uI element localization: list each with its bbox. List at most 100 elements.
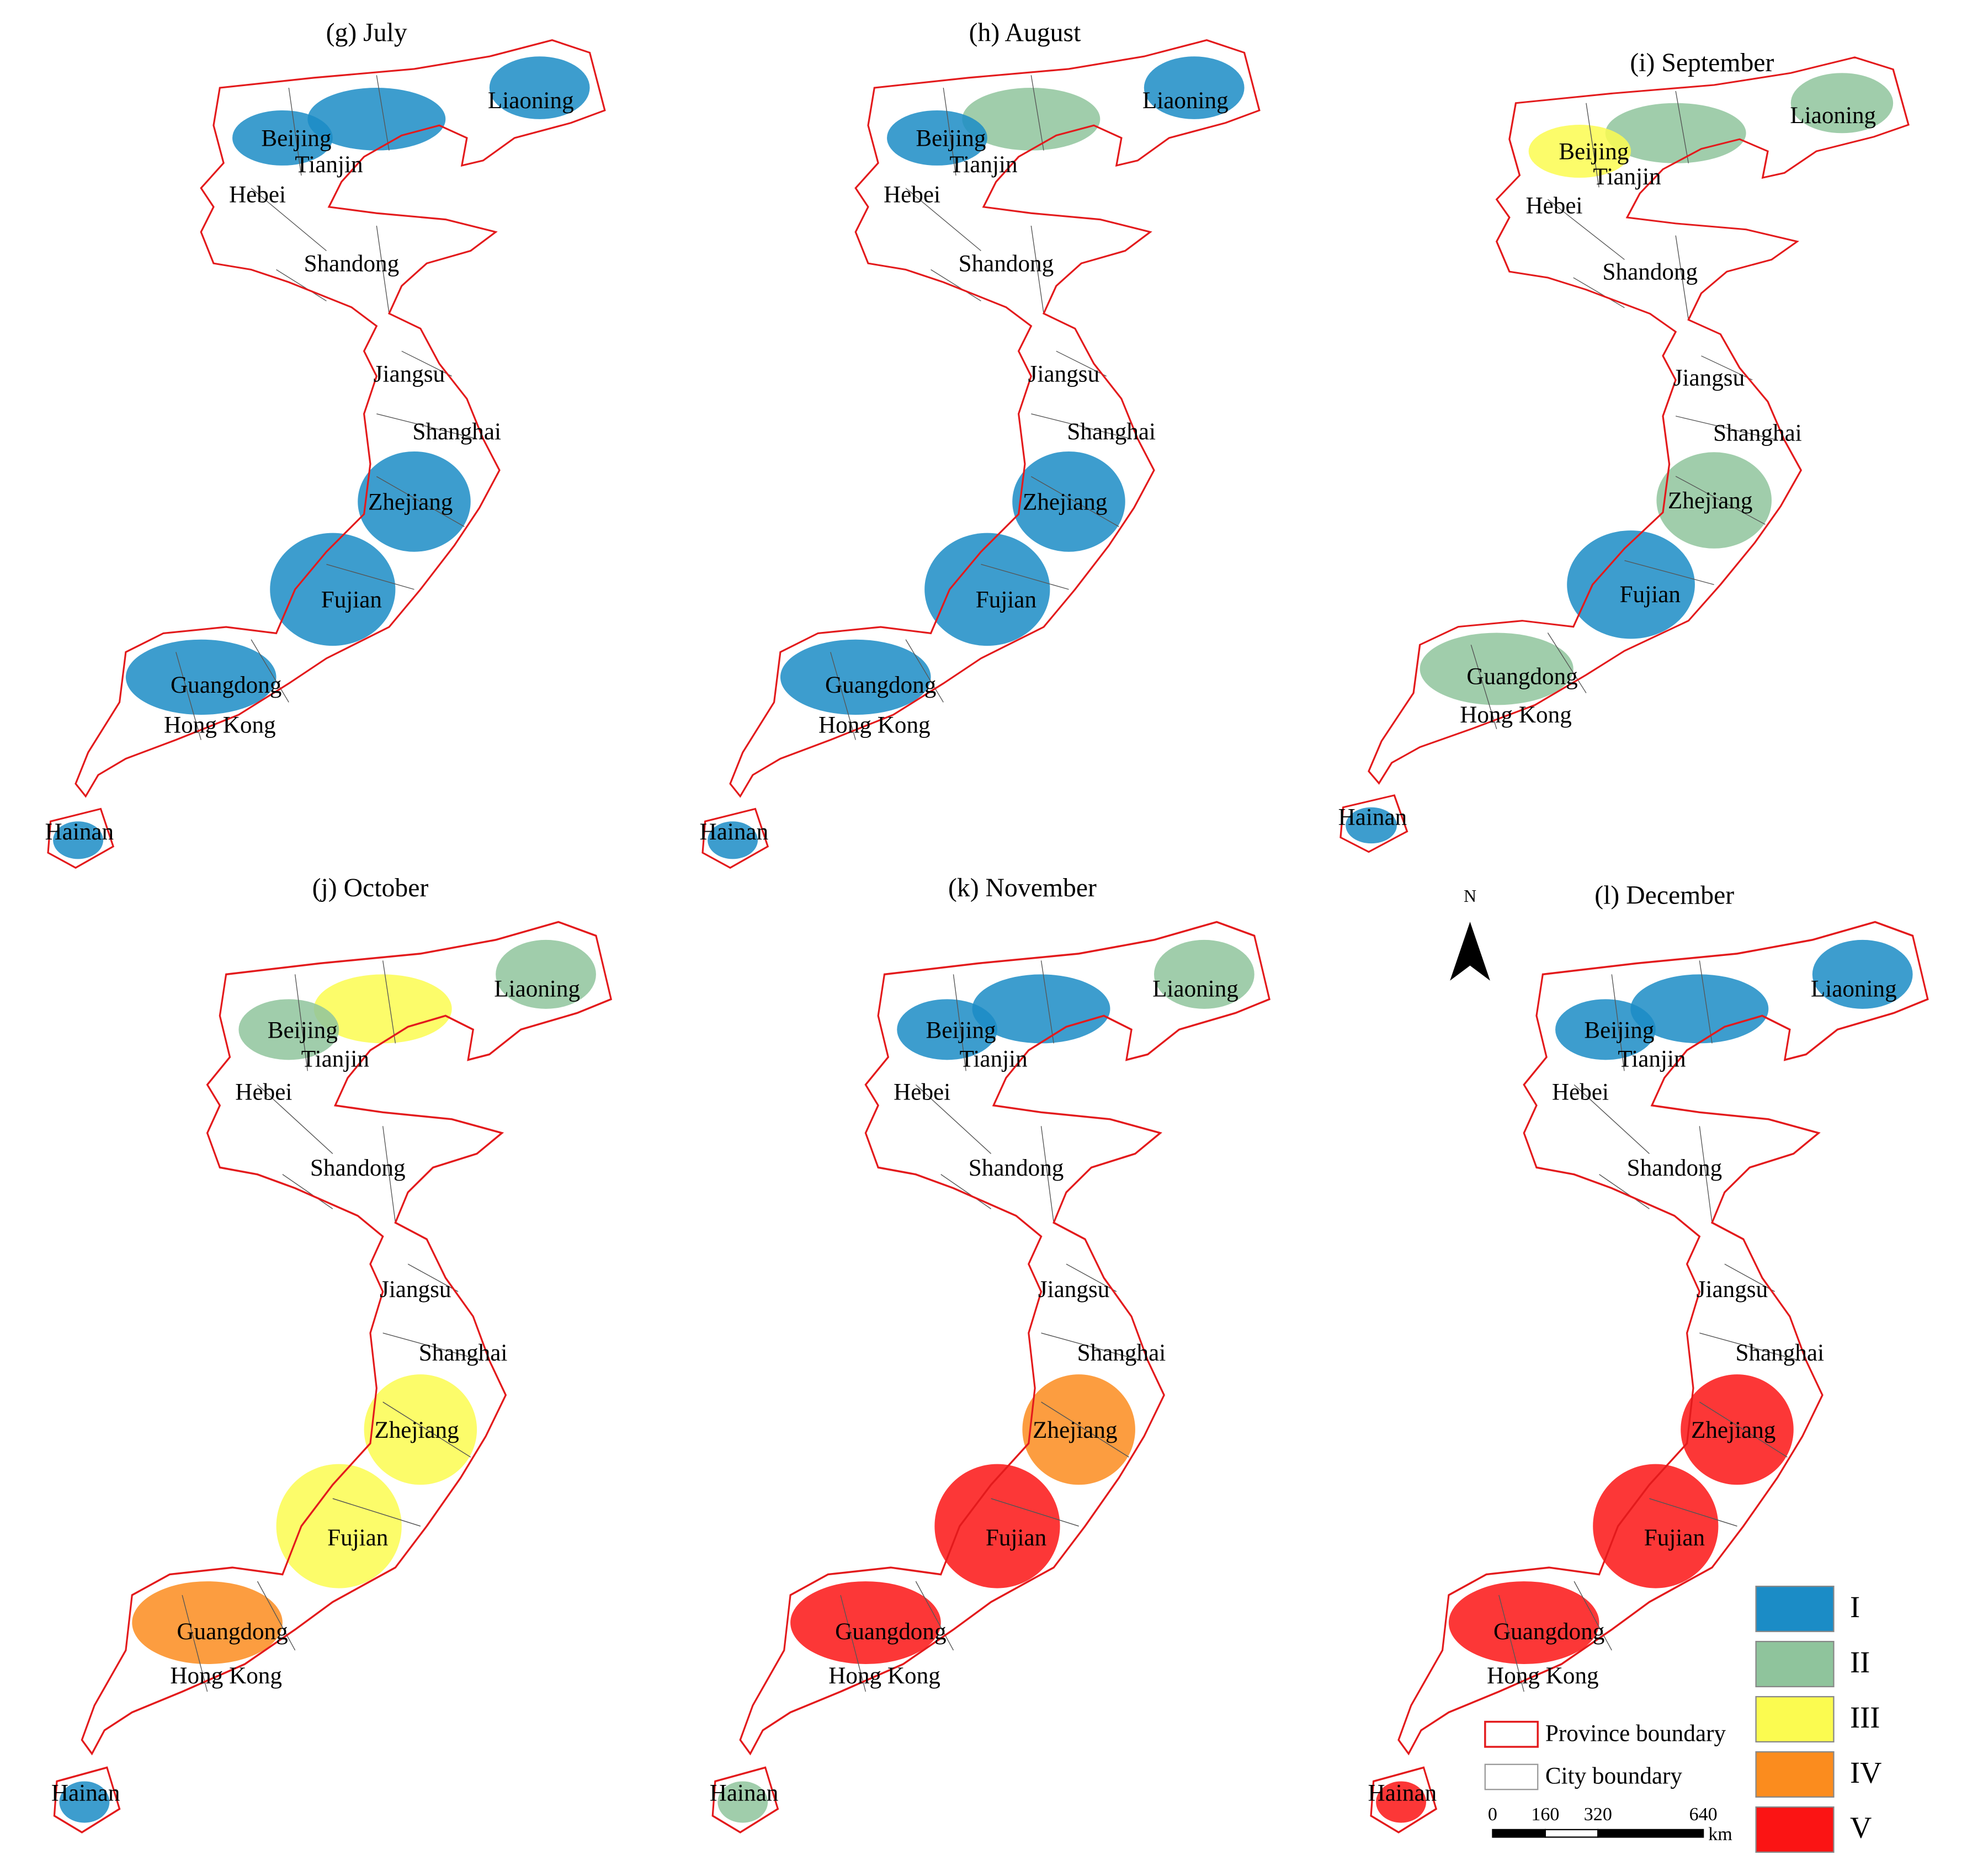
province-label: Beijing (1584, 1017, 1654, 1043)
province-label: Hainan (51, 1780, 120, 1806)
province-label: Tianjin (1618, 1046, 1686, 1072)
province-boundary (701, 39, 1261, 869)
scale-segment (1597, 1829, 1704, 1838)
panel-title: (k) November (948, 873, 1097, 902)
province-label: Fujian (321, 587, 382, 613)
class-area (1376, 1781, 1427, 1823)
province-label: Jiangsu (374, 362, 445, 387)
province-label: Hong Kong (818, 713, 931, 738)
province-label: Hainan (1368, 1780, 1437, 1806)
province-label: Shanghai (1067, 419, 1156, 445)
province-label: Liaoning (494, 976, 580, 1002)
province-label: Tianjin (1593, 164, 1661, 190)
map-panel (53, 921, 613, 1834)
province-label: Guangdong (177, 1619, 288, 1645)
province-label: Zhejiang (1033, 1417, 1117, 1443)
legend-label: Province boundary (1545, 1720, 1726, 1746)
province-label: Beijing (916, 125, 986, 151)
province-label: Hainan (1338, 804, 1407, 830)
class-area (125, 639, 277, 715)
city-boundary (830, 75, 1132, 740)
province-label: Hebei (884, 182, 940, 208)
province-label: Guangdong (1466, 663, 1577, 689)
panel-title: (l) December (1594, 881, 1734, 910)
province-label: Hainan (700, 819, 769, 845)
province-boundary (711, 921, 1270, 1834)
class-area (1012, 451, 1125, 552)
class-area (962, 88, 1101, 151)
legend-label: V (1850, 1811, 1872, 1845)
class-area (1555, 999, 1656, 1060)
province-label: Fujian (1644, 1525, 1705, 1551)
province-label: Zhejiang (374, 1417, 459, 1443)
province-label: Shanghai (1713, 421, 1802, 447)
province-label: Hong Kong (164, 713, 276, 738)
province-label: Jiangsu (1697, 1277, 1768, 1303)
province-label: Fujian (1620, 582, 1681, 608)
north-label: N (1464, 886, 1476, 906)
province-label: Tianjin (301, 1046, 369, 1072)
province-label: Zhejiang (1691, 1417, 1775, 1443)
class-area (708, 821, 758, 859)
province-label: Tianjin (295, 152, 363, 178)
province-boundary-swatch (1484, 1720, 1539, 1748)
province-label: Liaoning (1152, 976, 1238, 1002)
province-label: Hong Kong (1487, 1663, 1599, 1689)
legend-label: City boundary (1545, 1763, 1683, 1789)
class-area (1790, 73, 1894, 134)
legend-label: II (1850, 1645, 1870, 1679)
scale-label: 160 (1531, 1804, 1559, 1825)
province-label: Beijing (1559, 139, 1629, 164)
class-area (313, 974, 452, 1044)
legend-swatch (1755, 1696, 1835, 1743)
class-area (232, 110, 333, 166)
map-panel (1370, 921, 1929, 1834)
panel-title: (j) October (312, 873, 429, 902)
class-area (1420, 633, 1573, 705)
scale-label: 0 (1488, 1804, 1497, 1825)
legend-label: I (1850, 1590, 1860, 1624)
panel-title: (i) September (1630, 48, 1774, 77)
legend-swatch (1755, 1806, 1835, 1853)
province-label: Shanghai (1735, 1340, 1824, 1366)
province-label: Jiangsu (380, 1277, 451, 1303)
province-label: Hainan (710, 1780, 779, 1806)
province-label: Shandong (969, 1155, 1064, 1181)
class-area (780, 639, 931, 715)
class-area (1630, 974, 1769, 1044)
province-label: Shanghai (419, 1340, 508, 1366)
province-label: Tianjin (949, 152, 1017, 178)
province-label: Shandong (1627, 1155, 1723, 1181)
class-area (1346, 807, 1397, 844)
province-label: Jiangsu (1038, 1277, 1109, 1303)
class-area (1144, 56, 1245, 119)
province-label: Beijing (261, 125, 331, 151)
province-label: Hebei (1552, 1080, 1609, 1106)
legend-swatch (1755, 1586, 1835, 1633)
class-area (972, 974, 1110, 1044)
province-label: Fujian (976, 587, 1036, 613)
city-boundary (176, 75, 477, 740)
province-label: Shanghai (412, 419, 501, 445)
province-label: Tianjin (960, 1046, 1028, 1072)
province-label: Hebei (1525, 193, 1582, 219)
province-label: Shandong (1603, 259, 1698, 285)
panel-title: (g) July (326, 18, 407, 47)
class-area (1448, 1581, 1599, 1665)
class-area (496, 939, 596, 1009)
class-area (358, 451, 471, 552)
legend-label: IV (1850, 1756, 1882, 1789)
province-label: Jiangsu (1673, 365, 1745, 391)
province-label: Hebei (235, 1080, 292, 1106)
class-area (276, 1464, 402, 1588)
province-label: Hong Kong (828, 1663, 940, 1689)
north-arrow-shape (1450, 921, 1490, 981)
north-arrow: N (1450, 886, 1490, 981)
class-area (53, 821, 104, 859)
province-label: Hong Kong (170, 1663, 282, 1689)
province-boundary (53, 921, 613, 1834)
class-area (1528, 125, 1631, 178)
province-label: Liaoning (1142, 88, 1229, 114)
